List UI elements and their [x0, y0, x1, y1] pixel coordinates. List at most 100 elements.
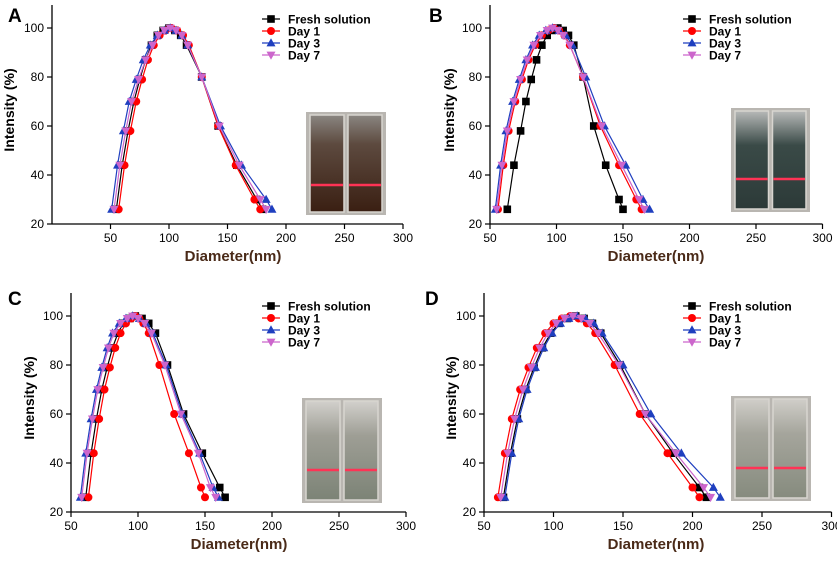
y-tick-label: 20: [463, 505, 477, 519]
data-point: [597, 328, 607, 337]
y-tick-label: 100: [24, 21, 44, 35]
y-tick-label: 80: [469, 70, 483, 84]
x-tick-label: 200: [682, 519, 702, 533]
data-point: [688, 483, 697, 492]
legend-marker: [267, 27, 275, 35]
data-point: [497, 161, 507, 170]
series-fresh-solution: [503, 24, 627, 214]
data-point: [159, 27, 169, 36]
data-point: [82, 449, 92, 458]
legend-marker: [687, 325, 697, 334]
data-point: [514, 414, 524, 423]
data-point: [250, 195, 259, 204]
data-point: [196, 483, 205, 492]
legend-marker: [687, 338, 697, 347]
legend-entry: Fresh solution: [288, 13, 371, 27]
series-day-1: [493, 312, 704, 502]
series-line: [87, 315, 206, 498]
legend-entry: Day 1: [709, 25, 741, 39]
data-point: [95, 414, 104, 423]
data-point: [543, 31, 551, 40]
series-day-1: [84, 312, 209, 502]
data-point: [144, 319, 153, 328]
data-point: [267, 204, 277, 213]
data-point: [615, 195, 623, 204]
data-point: [77, 493, 87, 503]
data-point: [170, 410, 179, 418]
legend-marker: [688, 27, 696, 35]
data-point: [547, 328, 557, 337]
data-point: [184, 449, 193, 458]
legend-entry: Day 1: [288, 312, 320, 326]
x-tick-label: 250: [334, 231, 354, 245]
data-point: [496, 493, 506, 503]
data-point: [121, 127, 131, 136]
x-tick-label: 150: [613, 231, 633, 245]
x-tick-label: 100: [159, 231, 179, 245]
series-fresh-solution: [112, 24, 267, 214]
data-point: [527, 75, 536, 84]
data-point: [640, 410, 650, 419]
series-line: [113, 27, 267, 210]
data-point: [510, 161, 518, 169]
legend-entry: Day 3: [288, 37, 320, 51]
data-point: [193, 449, 203, 458]
data-point: [578, 73, 588, 82]
data-point: [151, 329, 160, 337]
x-tick-label: 300: [393, 231, 413, 245]
legend-entry: Day 7: [709, 49, 741, 63]
data-point: [153, 31, 163, 41]
x-tick-label: 50: [477, 519, 491, 533]
data-point: [585, 319, 595, 329]
legend-entry: Fresh solution: [709, 300, 792, 314]
data-point: [695, 493, 704, 502]
data-point: [568, 312, 578, 321]
data-point: [211, 493, 221, 503]
data-point: [706, 493, 716, 503]
x-tick-label: 150: [195, 519, 215, 533]
data-point: [522, 56, 532, 65]
data-point: [176, 410, 186, 419]
data-point: [542, 27, 552, 36]
y-tick-label: 20: [50, 505, 64, 519]
y-axis-label: Intensity (%): [441, 68, 457, 151]
data-point: [535, 344, 545, 353]
data-point: [256, 205, 265, 214]
data-point: [671, 449, 681, 458]
y-tick-label: 60: [31, 119, 45, 133]
data-point: [589, 122, 598, 130]
series-day-7: [109, 24, 271, 215]
series-line: [118, 27, 261, 210]
data-point: [699, 484, 709, 493]
data-point: [255, 196, 265, 205]
data-point: [201, 493, 209, 502]
series-line: [506, 27, 624, 210]
series-day-1: [493, 24, 646, 214]
data-point: [141, 56, 151, 65]
data-point: [618, 360, 628, 369]
cuvette: [734, 110, 770, 210]
data-point: [116, 319, 126, 329]
legend-marker: [688, 314, 696, 322]
x-tick-label: 300: [821, 519, 837, 533]
data-point: [104, 344, 114, 353]
legend-entry: Day 7: [288, 49, 320, 63]
data-point: [516, 76, 526, 85]
cuvette: [343, 400, 379, 501]
data-point: [261, 205, 271, 215]
data-point: [127, 98, 137, 107]
x-tick-label: 100: [128, 519, 148, 533]
data-point: [597, 122, 607, 131]
legend-entry: Day 7: [709, 336, 741, 350]
data-point: [593, 329, 603, 338]
legend-entry: Day 3: [709, 37, 741, 51]
legend-entry: Day 3: [709, 324, 741, 338]
y-tick-label: 60: [50, 407, 64, 421]
cuvette: [772, 398, 808, 499]
data-point: [702, 493, 711, 502]
data-point: [708, 482, 718, 491]
data-point: [548, 24, 558, 33]
